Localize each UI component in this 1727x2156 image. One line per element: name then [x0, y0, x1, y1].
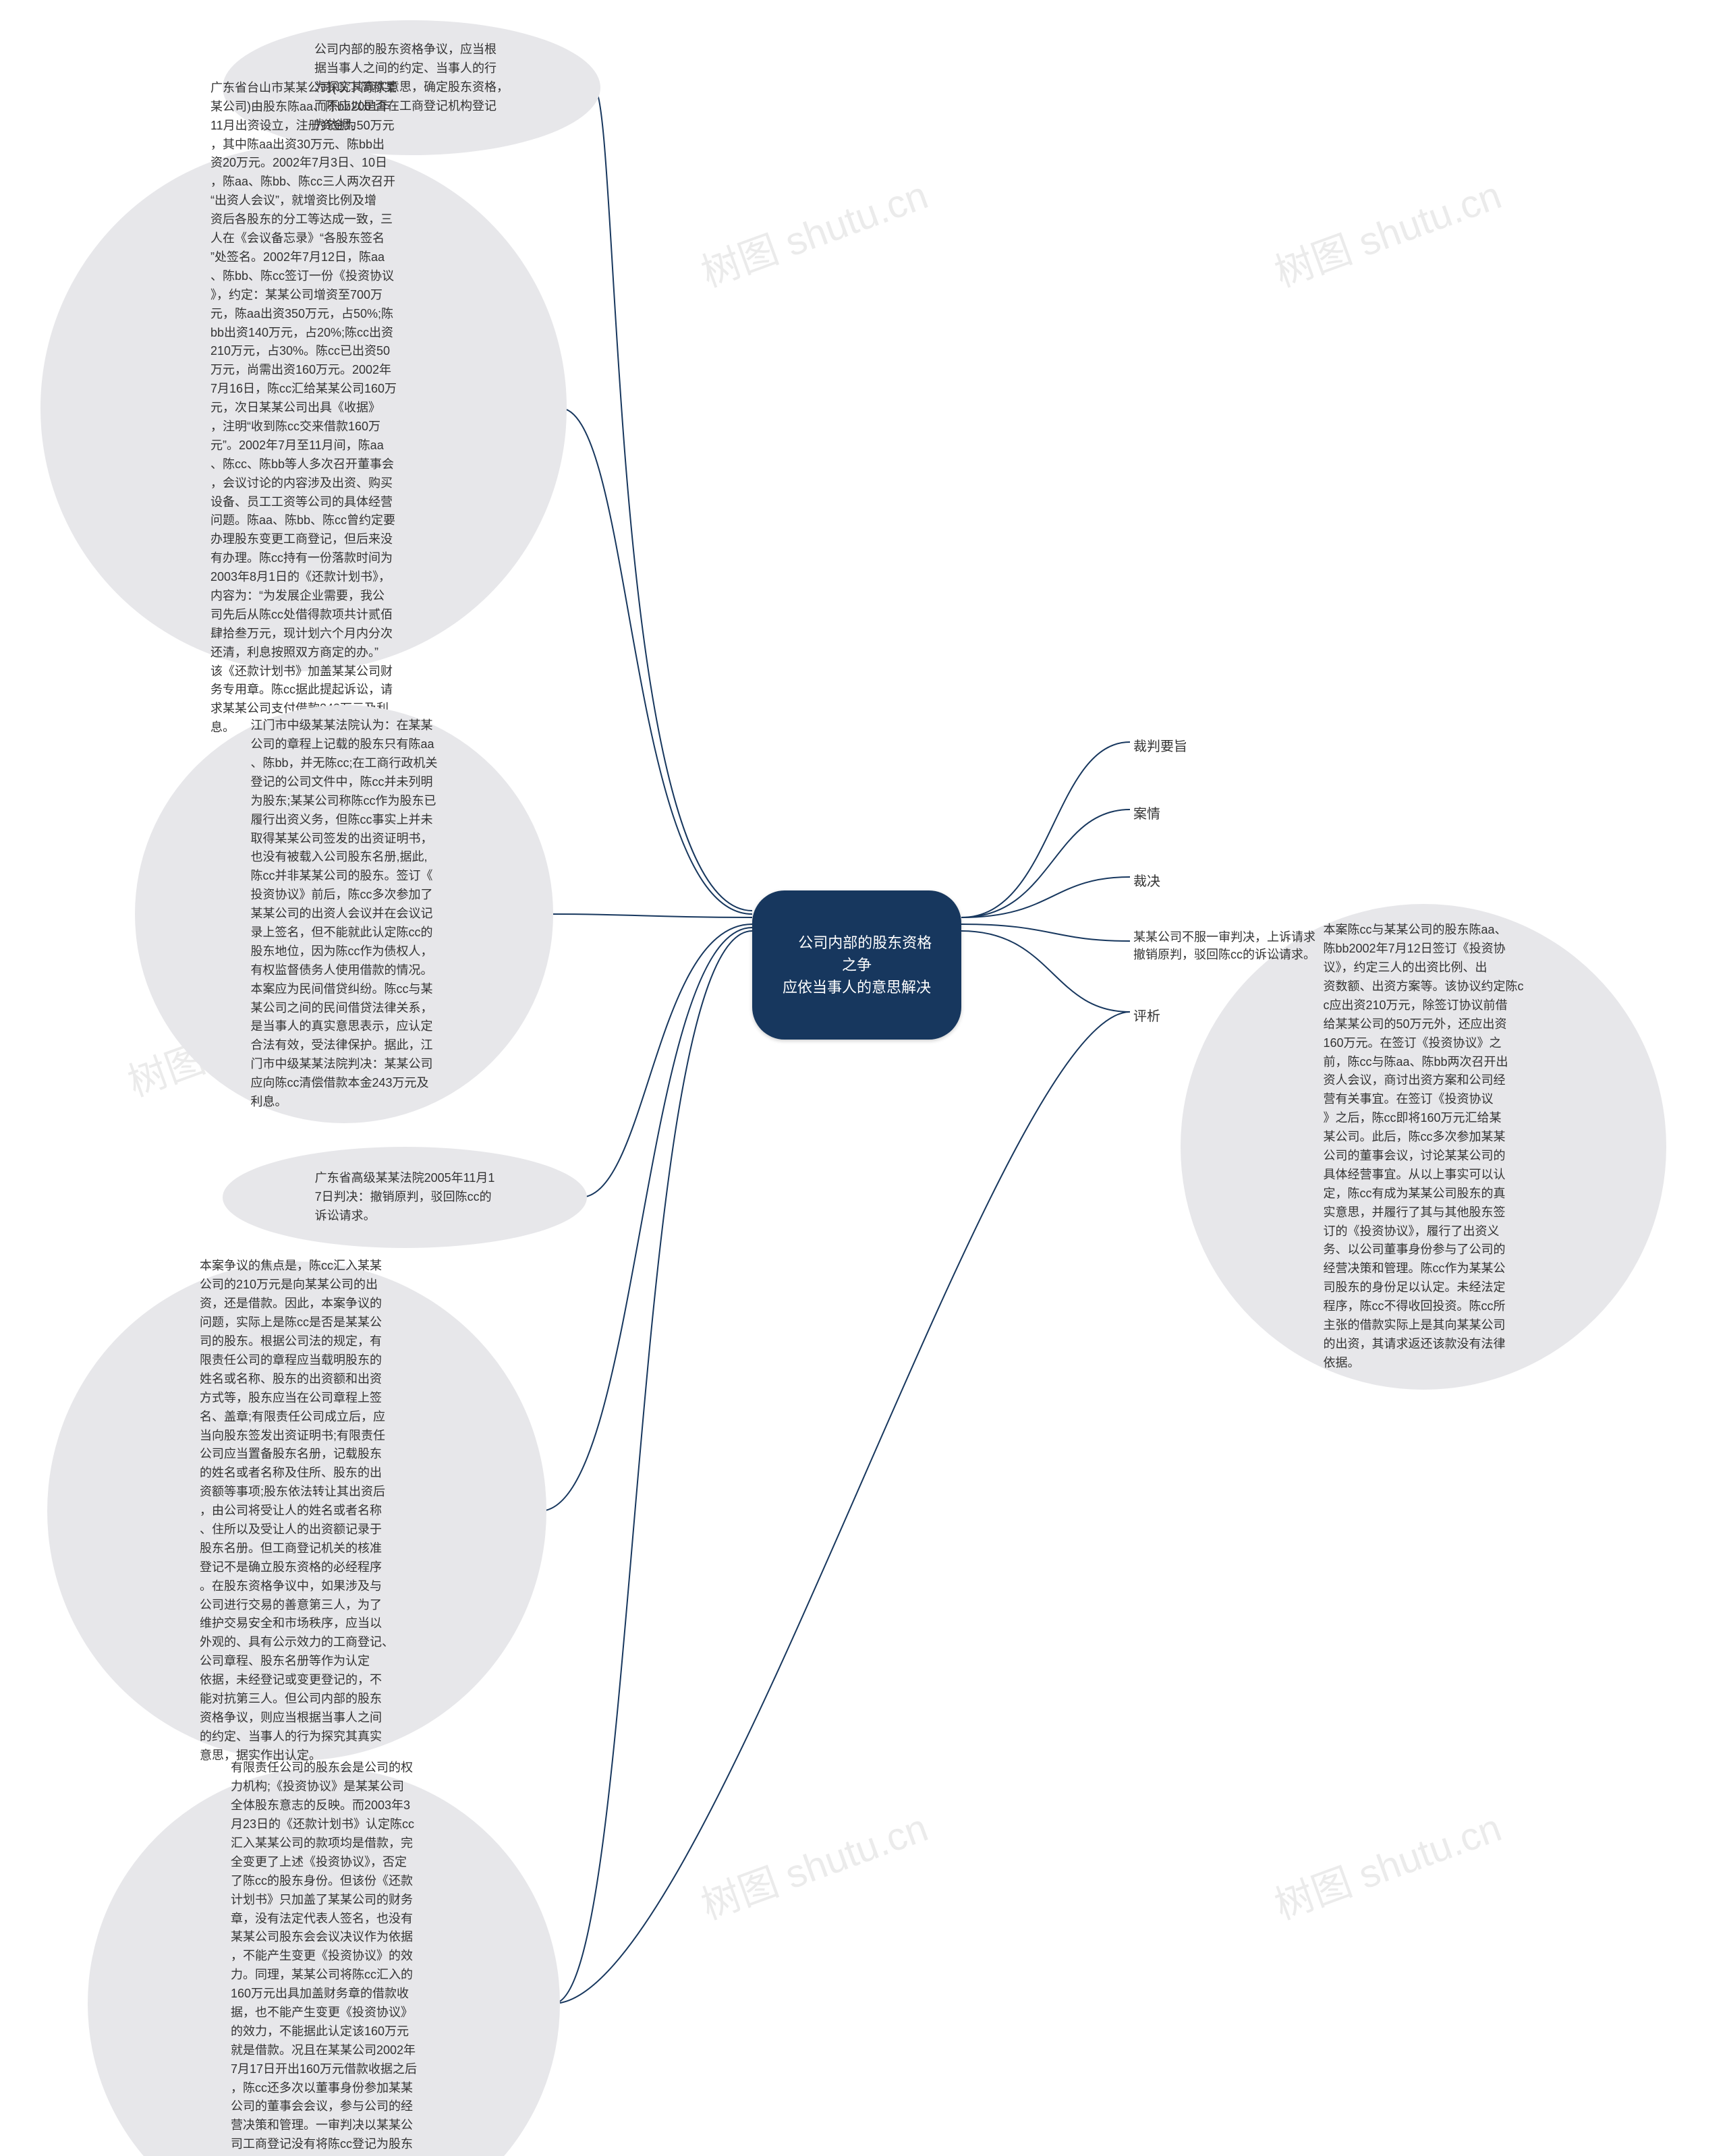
- node-bubble[interactable]: 江门市中级某某法院认为：在某某 公司的章程上记载的股东只有陈aa 、陈bb，并无…: [135, 705, 553, 1123]
- branch-label[interactable]: 某某公司不服一审判决，上诉请求 撤销原判，驳回陈cc的诉讼请求。: [1133, 928, 1315, 963]
- watermark: 树图 shutu.cn: [1266, 1796, 1508, 1930]
- watermark: 树图 shutu.cn: [692, 1796, 934, 1930]
- edge: [961, 924, 1130, 941]
- branch-label[interactable]: 裁判要旨: [1133, 735, 1187, 755]
- edge: [961, 877, 1130, 917]
- node-bubble[interactable]: 本案陈cc与某某公司的股东陈aa、 陈bb2002年7月12日签订《投资协 议》…: [1181, 904, 1666, 1390]
- center-node[interactable]: 公司内部的股东资格之争 应依当事人的意思解决: [752, 890, 961, 1040]
- node-text: 广东省台山市某某公司(以下简称某 某公司)由股东陈aa、陈bb2001年 11月…: [210, 79, 397, 737]
- watermark: 树图 shutu.cn: [1266, 163, 1508, 297]
- branch-label[interactable]: 评析: [1133, 1005, 1160, 1025]
- node-text: 本案陈cc与某某公司的股东陈aa、 陈bb2002年7月12日签订《投资协 议》…: [1324, 921, 1524, 1372]
- edge: [580, 924, 752, 1197]
- center-node-text: 公司内部的股东资格之争 应依当事人的意思解决: [783, 934, 932, 996]
- edge: [961, 931, 1130, 1012]
- mindmap-canvas: 树图 shutu.cn 树图 shutu.cn 树图 shutu.cn 树图 s…: [0, 0, 1727, 2156]
- edge: [540, 928, 752, 1511]
- edge: [550, 914, 752, 917]
- branch-label[interactable]: 裁决: [1133, 870, 1160, 890]
- edge: [961, 742, 1130, 917]
- node-bubble[interactable]: 广东省台山市某某公司(以下简称某 某公司)由股东陈aa、陈bb2001年 11月…: [40, 145, 567, 671]
- node-text: 本案争议的焦点是，陈cc汇入某某 公司的210万元是向某某公司的出 资，还是借款…: [200, 1257, 394, 1765]
- edge: [560, 408, 752, 914]
- watermark: 树图 shutu.cn: [692, 163, 934, 297]
- edge: [594, 88, 752, 911]
- node-bubble[interactable]: 广东省高级某某法院2005年11月1 7日判决：撤销原判，驳回陈cc的 诉讼请求…: [223, 1147, 587, 1248]
- edge: [961, 810, 1130, 917]
- edge: [553, 1012, 1130, 2004]
- node-text: 有限责任公司的股东会是公司的权 力机构;《投资协议》是某某公司 全体股东意志的反…: [231, 1759, 417, 2156]
- edge: [553, 931, 752, 2004]
- node-bubble[interactable]: 本案争议的焦点是，陈cc汇入某某 公司的210万元是向某某公司的出 资，还是借款…: [47, 1261, 546, 1761]
- node-text: 江门市中级某某法院认为：在某某 公司的章程上记载的股东只有陈aa 、陈bb，并无…: [250, 716, 437, 1112]
- branch-label[interactable]: 案情: [1133, 803, 1160, 822]
- node-text: 广东省高级某某法院2005年11月1 7日判决：撤销原判，驳回陈cc的 诉讼请求…: [315, 1169, 495, 1226]
- node-bubble[interactable]: 有限责任公司的股东会是公司的权 力机构;《投资协议》是某某公司 全体股东意志的反…: [88, 1767, 560, 2156]
